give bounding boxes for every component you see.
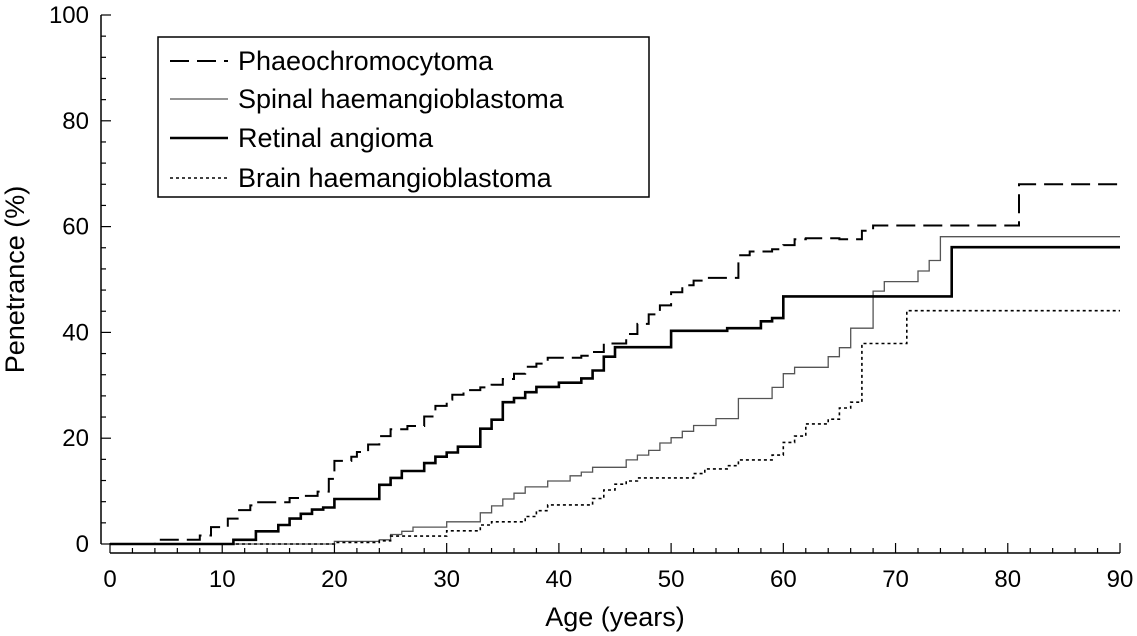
x-tick-label: 20 bbox=[321, 566, 348, 593]
x-tick-label: 40 bbox=[546, 566, 573, 593]
legend-label-brain-haemangioblastoma: Brain haemangioblastoma bbox=[238, 163, 553, 193]
x-tick-label: 0 bbox=[103, 566, 116, 593]
y-tick-label: 0 bbox=[76, 531, 89, 558]
series-line-brain-haemangioblastoma bbox=[110, 309, 1120, 545]
y-tick-label: 100 bbox=[49, 2, 89, 29]
x-tick-label: 80 bbox=[994, 566, 1021, 593]
legend-label-spinal-haemangioblastoma: Spinal haemangioblastoma bbox=[238, 84, 565, 114]
legend-entry-brain-haemangioblastoma: Brain haemangioblastoma bbox=[170, 163, 553, 193]
x-tick-label: 50 bbox=[658, 566, 685, 593]
y-tick-label: 20 bbox=[62, 425, 89, 452]
legend: Phaeochromocytoma Spinal haemangioblasto… bbox=[157, 36, 650, 198]
legend-entry-retinal-angioma: Retinal angioma bbox=[170, 123, 434, 153]
x-tick-label: 10 bbox=[209, 566, 236, 593]
y-tick-label: 60 bbox=[62, 214, 89, 241]
y-axis-title: Penetrance (%) bbox=[0, 186, 30, 374]
series-line-phaeochromocytoma bbox=[110, 183, 1120, 545]
x-axis-title: Age (years) bbox=[545, 602, 685, 632]
x-tick-label: 90 bbox=[1107, 566, 1134, 593]
y-tick-label: 40 bbox=[62, 319, 89, 346]
series-line-spinal-haemangioblastoma bbox=[110, 236, 1120, 545]
legend-label-retinal-angioma: Retinal angioma bbox=[238, 123, 434, 153]
legend-entry-spinal-haemangioblastoma: Spinal haemangioblastoma bbox=[170, 84, 565, 114]
x-tick-label: 30 bbox=[433, 566, 460, 593]
series-line-retinal-angioma bbox=[110, 245, 1120, 546]
legend-entry-phaeochromocytoma: Phaeochromocytoma bbox=[170, 46, 494, 76]
x-tick-label: 70 bbox=[882, 566, 909, 593]
legend-label-phaeochromocytoma: Phaeochromocytoma bbox=[238, 46, 494, 76]
x-tick-label: 60 bbox=[770, 566, 797, 593]
legend-box bbox=[157, 36, 650, 198]
y-tick-label: 80 bbox=[62, 108, 89, 135]
